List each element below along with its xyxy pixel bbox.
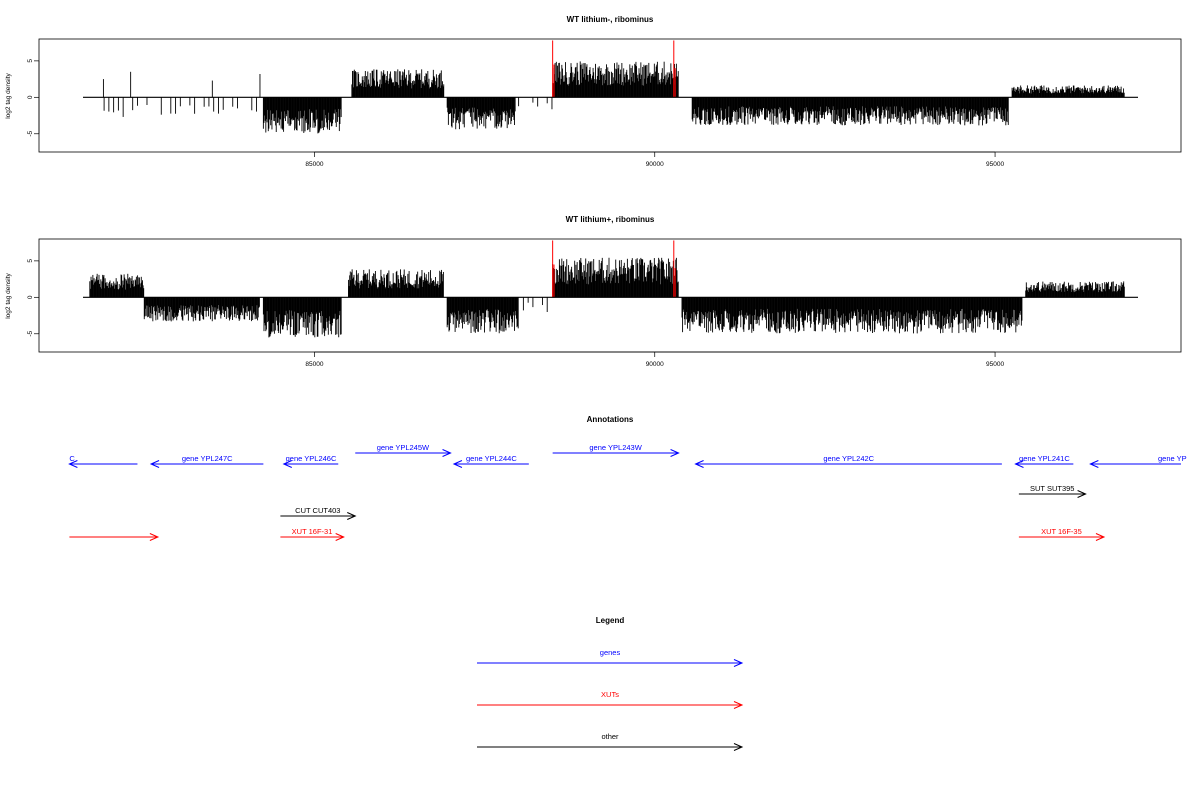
- annotation-label: gene YPL243W: [589, 443, 642, 452]
- x-tick-label: 90000: [646, 361, 664, 368]
- annotation-label: gene YPL241C: [1019, 454, 1070, 463]
- track-panel-1: WT lithium-, ribominus log2 tag density …: [5, 15, 1182, 168]
- legend-arrow-head: [733, 701, 744, 709]
- annotation-label: gene YPL244C: [466, 454, 517, 463]
- annotation-arrow-head: [670, 449, 680, 457]
- annotation-label: C: [69, 454, 75, 463]
- y-tick-label: 0: [27, 295, 34, 299]
- y-tick-label: 5: [27, 59, 34, 63]
- annotation-arrow-head: [149, 533, 160, 541]
- annotation-label: gene YPL242C: [823, 454, 874, 463]
- track-panel-2: WT lithium+, ribominus log2 tag density …: [5, 215, 1182, 368]
- legend-items: genes XUTs other: [477, 648, 744, 751]
- legend-label: XUTs: [601, 690, 619, 699]
- y-tick-label: -5: [27, 131, 34, 137]
- annotation-arrow-head: [1089, 460, 1099, 468]
- x-tick-label: 95000: [986, 361, 1004, 368]
- annotation-label: SUT SUT395: [1030, 484, 1074, 493]
- annotation-label: gene YPL246C: [286, 454, 337, 463]
- annotation-arrow-head: [68, 460, 78, 468]
- legend-label: other: [601, 732, 619, 741]
- annotation-label: CUT CUT403: [295, 506, 340, 515]
- y-tick-label: -5: [27, 331, 34, 337]
- x-tick-label: 85000: [305, 161, 323, 168]
- panel-1-title: WT lithium-, ribominus: [567, 15, 654, 24]
- annotation-arrow-head: [282, 460, 292, 468]
- annotation-label: XUT 16F-31: [292, 527, 333, 536]
- annotation-arrow-head: [442, 449, 452, 457]
- legend-panel: Legend genes XUTs other: [477, 616, 744, 751]
- legend-label: genes: [600, 648, 621, 657]
- annotation-arrow-head: [149, 460, 160, 468]
- annotation-label: gene YPL245W: [377, 443, 430, 452]
- y-tick-label: 0: [27, 95, 34, 99]
- legend-arrow-head: [733, 743, 744, 751]
- annotation-arrow-head: [1014, 460, 1024, 468]
- x-tick-label: 95000: [986, 161, 1004, 168]
- annotation-arrow-head: [335, 533, 345, 541]
- annotation-label: XUT 16F-35: [1041, 527, 1082, 536]
- panel-2-plot-area: -5 0 5 85000 90000 95000: [27, 240, 1138, 368]
- panel-2-ylabel: log2 tag density: [5, 272, 12, 318]
- annotation-label: gene YPL247C: [182, 454, 233, 463]
- legend-title: Legend: [596, 616, 625, 625]
- panel-2-title: WT lithium+, ribominus: [566, 215, 655, 224]
- annotation-arrow-head: [1095, 533, 1106, 541]
- annotation-label: gene YP: [1158, 454, 1187, 463]
- x-tick-label: 90000: [646, 161, 664, 168]
- annotation-arrow-head: [1077, 490, 1087, 498]
- annotation-arrow-head: [347, 512, 357, 520]
- legend-arrow-head: [733, 659, 744, 667]
- panel-1-ylabel: log2 tag density: [5, 72, 12, 118]
- panel-1-plot-area: -5 0 5 85000 90000 95000: [27, 40, 1138, 168]
- annotation-arrow-head: [452, 460, 463, 468]
- annotations-title: Annotations: [587, 415, 634, 424]
- annotation-arrow-head: [694, 460, 704, 468]
- x-tick-label: 85000: [305, 361, 323, 368]
- y-tick-label: 5: [27, 259, 34, 263]
